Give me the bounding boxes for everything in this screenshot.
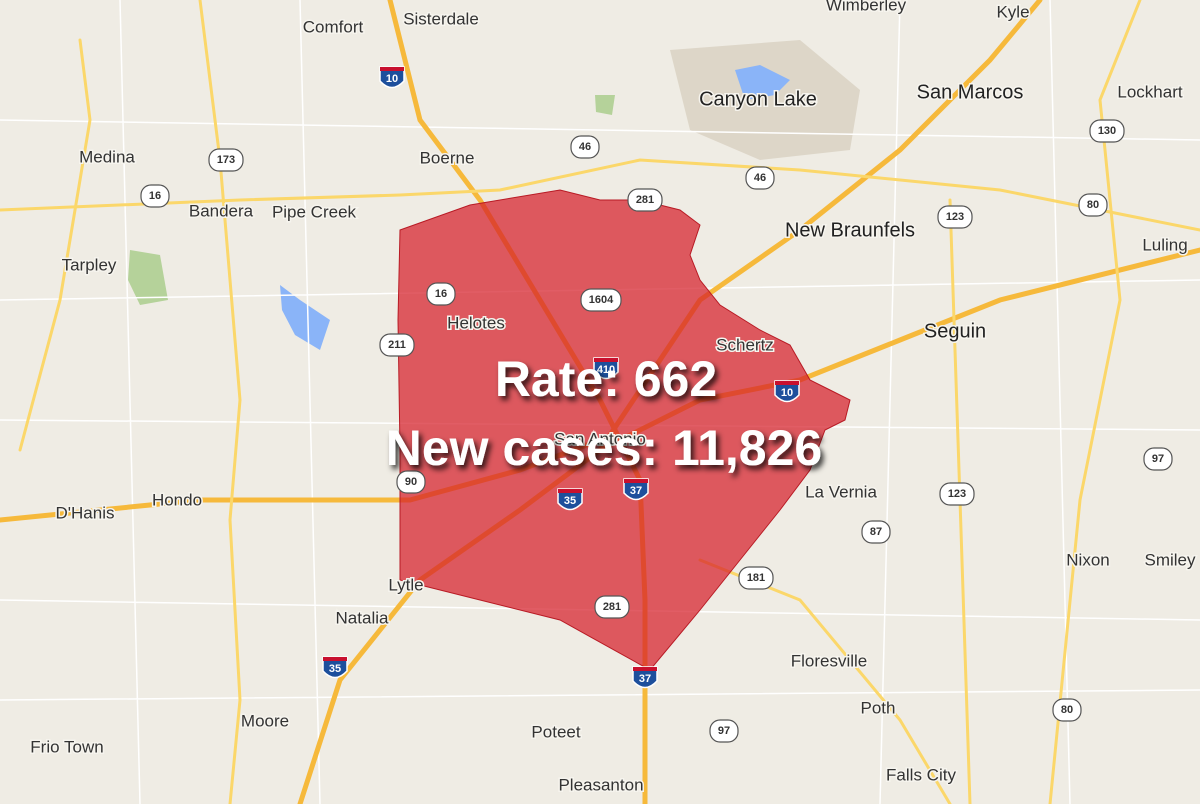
place-label: Seguin xyxy=(924,320,986,342)
interstate-shield-label: 35 xyxy=(329,663,341,675)
place-label: Lockhart xyxy=(1117,82,1182,101)
route-shield-label: 130 xyxy=(1098,125,1116,137)
interstate-shield-top xyxy=(775,381,799,385)
place-label: Kyle xyxy=(996,2,1029,21)
interstate-shield xyxy=(632,666,658,689)
route-shield xyxy=(939,482,975,506)
route-shield xyxy=(1078,193,1108,217)
interstate-shield-top xyxy=(380,67,404,71)
place-label: Schertz xyxy=(716,335,774,354)
place-label: Helotes xyxy=(447,313,505,332)
route-shield-label: 46 xyxy=(754,172,766,184)
route-shield xyxy=(396,470,426,494)
route-shield-label: 90 xyxy=(405,476,417,488)
route-shield xyxy=(861,520,891,544)
route-shield xyxy=(140,184,170,208)
route-shield-label: 1604 xyxy=(589,294,614,306)
interstate-shield xyxy=(593,357,619,380)
interstate-shield-top xyxy=(624,479,648,483)
place-label: Wimberley xyxy=(826,0,907,14)
route-shield xyxy=(208,148,244,172)
route-shield-label: 97 xyxy=(1152,453,1164,465)
route-shield xyxy=(426,282,456,306)
route-shield-label: 80 xyxy=(1061,704,1073,716)
interstate-shield xyxy=(623,478,649,501)
route-shield xyxy=(745,166,775,190)
shields: 10 10 35 37 35 37 410 173 16 46 46 281 1604 16 211 90 12… xyxy=(140,66,1173,743)
route-shield xyxy=(627,188,663,212)
interstate-shield xyxy=(774,380,800,403)
route-shield xyxy=(738,566,774,590)
place-label: Luling xyxy=(1142,235,1187,254)
place-label: Falls City xyxy=(886,765,956,784)
interstate-shield-top xyxy=(323,657,347,661)
route-shield-label: 123 xyxy=(948,488,966,500)
place-label: Canyon Lake xyxy=(699,88,817,110)
place-label: Smiley xyxy=(1144,550,1196,569)
route-shield xyxy=(937,205,973,229)
route-shield-label: 16 xyxy=(435,288,447,300)
place-label: Comfort xyxy=(303,17,364,36)
route-shield-label: 87 xyxy=(870,526,882,538)
place-label: Pipe Creek xyxy=(272,202,357,221)
route-shield xyxy=(594,595,630,619)
route-shield xyxy=(379,333,415,357)
route-shield-label: 211 xyxy=(388,339,406,351)
route-shield xyxy=(580,288,622,312)
new-cases-label: New cases: 11,826 xyxy=(386,420,822,476)
interstate-shield-top xyxy=(558,489,582,493)
place-label: New Braunfels xyxy=(785,219,915,241)
interstate-shield-label: 35 xyxy=(564,495,576,507)
route-shield-label: 16 xyxy=(149,190,161,202)
place-label: D'Hanis xyxy=(56,503,115,522)
route-shield xyxy=(1052,698,1082,722)
place-label: Bandera xyxy=(189,201,254,220)
interstate-shield-label: 10 xyxy=(386,73,398,85)
interstate-shield-label: 37 xyxy=(639,673,651,685)
place-label: Natalia xyxy=(336,608,389,627)
labels: Wimberley Kyle Comfort Sisterdale Canyon Lak… xyxy=(29,0,1198,796)
interstate-shield xyxy=(557,488,583,511)
place-label: Hondo xyxy=(152,490,202,509)
place-label: Frio Town xyxy=(30,737,103,756)
route-shield-label: 173 xyxy=(217,154,235,166)
route-shield xyxy=(570,135,600,159)
route-shield-label: 97 xyxy=(718,725,730,737)
interstate-shield-label: 37 xyxy=(630,485,642,497)
interstate-shield-label: 410 xyxy=(597,364,615,376)
place-label: Nixon xyxy=(1066,550,1109,569)
place-label: Poteet xyxy=(531,722,580,741)
route-shield-label: 181 xyxy=(747,572,765,584)
route-shield-label: 123 xyxy=(946,211,964,223)
route-shield xyxy=(1143,447,1173,471)
place-label: Tarpley xyxy=(62,255,117,274)
place-label: Pleasanton xyxy=(558,775,643,794)
route-shield-label: 80 xyxy=(1087,199,1099,211)
interstate-shield-top xyxy=(594,358,618,362)
terrain xyxy=(128,40,860,350)
route-shield-label: 281 xyxy=(636,194,654,206)
interstate-shield xyxy=(379,66,405,89)
place-label: Moore xyxy=(241,711,289,730)
route-shield xyxy=(709,719,739,743)
place-label: San Marcos xyxy=(917,81,1024,103)
route-shield-label: 46 xyxy=(579,141,591,153)
route-shield-label: 281 xyxy=(603,601,621,613)
place-label: Medina xyxy=(79,147,135,166)
place-label: Poth xyxy=(861,698,896,717)
rate-label: Rate: 662 xyxy=(495,351,717,407)
place-label: Sisterdale xyxy=(403,9,479,28)
place-label: La Vernia xyxy=(805,482,877,501)
interstate-shield-label: 10 xyxy=(781,387,793,399)
place-label: Floresville xyxy=(791,651,868,670)
place-label: San Antonio xyxy=(554,429,646,448)
place-label: Boerne xyxy=(420,148,475,167)
interstate-shield-top xyxy=(633,667,657,671)
interstate-shield xyxy=(322,656,348,679)
place-label: Lytle xyxy=(388,575,423,594)
route-shield xyxy=(1089,119,1125,143)
